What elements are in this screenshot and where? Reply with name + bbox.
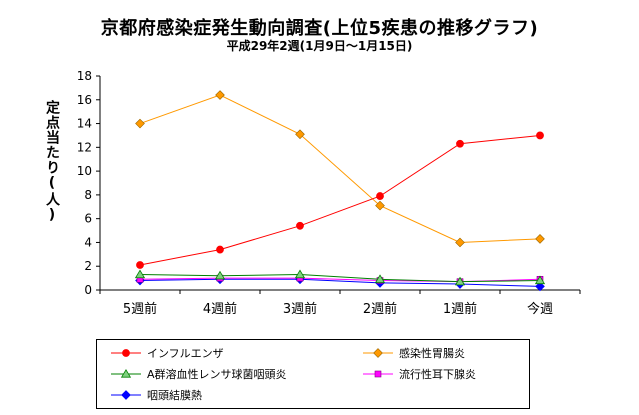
series-3-point <box>294 269 306 279</box>
y-tick-label: 16 <box>77 93 92 107</box>
legend-swatch <box>111 369 141 378</box>
legend-swatch <box>111 390 141 400</box>
series-2-point <box>215 90 225 100</box>
series-2-point <box>375 200 385 211</box>
chart-subtitle: 平成29年2週(1月9日～1月15日) <box>226 39 413 53</box>
y-tick-label: 14 <box>77 117 92 131</box>
y-tick-label: 8 <box>84 188 92 202</box>
legend-swatch <box>111 349 141 357</box>
y-tick-label: 0 <box>84 283 92 297</box>
series-3-point <box>214 270 226 280</box>
chart-title: 京都府感染症発生動向調査(上位5疾患の推移グラフ) <box>100 18 539 39</box>
series-3-point <box>134 269 146 279</box>
legend-swatch-marker <box>120 369 132 378</box>
y-tick-label: 12 <box>77 140 92 154</box>
series-1-point <box>296 221 304 230</box>
legend-swatch <box>363 370 393 378</box>
series-2-point <box>455 237 465 248</box>
legend-swatch-marker <box>373 348 383 358</box>
series-1-point <box>376 192 384 200</box>
y-tick-label: 2 <box>84 259 92 273</box>
series-3-point <box>454 276 466 286</box>
series-1-point <box>456 139 464 148</box>
series-5-point <box>535 281 545 292</box>
legend-item-2: 感染性胃腸炎 <box>363 345 465 361</box>
y-tick-label: 4 <box>84 235 92 249</box>
legend-label: 感染性胃腸炎 <box>399 347 465 360</box>
series-2-point <box>295 129 305 140</box>
y-axis-label: 定点当たり(人) <box>44 100 60 224</box>
legend-label: 流行性耳下腺炎 <box>399 368 476 381</box>
legend-swatch <box>363 348 393 358</box>
x-tick-label: 2週前 <box>363 301 397 317</box>
series-3-point <box>374 274 386 283</box>
legend-swatch-marker <box>121 390 131 400</box>
x-tick-label: 3週前 <box>283 301 317 317</box>
series-line-2 <box>139 94 541 243</box>
legend-label: A群溶血性レンサ球菌咽頭炎 <box>147 368 287 381</box>
y-tick-label: 6 <box>84 212 92 226</box>
series-2-point <box>135 118 145 129</box>
series-1-point <box>536 131 544 140</box>
legend-item-1: インフルエンザ <box>111 345 224 361</box>
y-tick-label: 18 <box>77 69 92 83</box>
legend-item-5: 咽頭結膜熱 <box>111 387 202 403</box>
y-tick-label: 10 <box>77 164 92 178</box>
series-2-point <box>535 234 545 244</box>
legend-item-3: A群溶血性レンサ球菌咽頭炎 <box>111 366 287 382</box>
x-tick-label: 5週前 <box>123 301 157 317</box>
x-tick-label: 1週前 <box>443 301 477 317</box>
legend-swatch-marker <box>374 370 382 378</box>
x-tick-label: 今週 <box>527 301 553 317</box>
legend-swatch-marker <box>122 349 130 357</box>
series-line-1 <box>139 134 541 266</box>
legend-item-4: 流行性耳下腺炎 <box>363 366 476 382</box>
series-1-point <box>216 245 224 254</box>
series-line-3 <box>139 274 541 283</box>
series-1-point <box>136 261 144 269</box>
legend-label: 咽頭結膜熱 <box>147 389 202 402</box>
chart-legend: インフルエンザ 感染性胃腸炎 A群溶血性レンサ球菌咽頭炎 流行性耳下腺炎咽頭結膜熱 <box>96 339 530 409</box>
x-tick-label: 4週前 <box>203 301 237 317</box>
legend-label: インフルエンザ <box>147 347 224 360</box>
series-line-5 <box>139 278 541 287</box>
series-3-point <box>534 275 546 285</box>
